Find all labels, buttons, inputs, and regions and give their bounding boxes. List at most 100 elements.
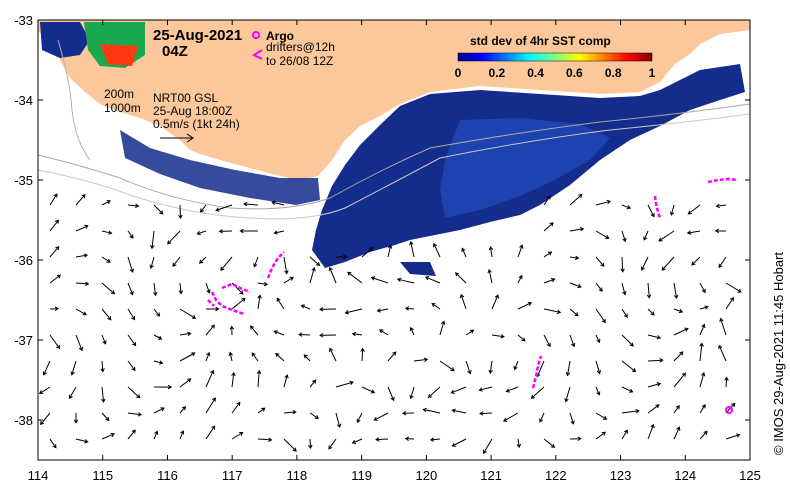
current-arrow xyxy=(231,371,236,388)
current-arrow xyxy=(229,325,235,336)
current-arrow xyxy=(179,406,187,414)
current-arrow xyxy=(375,437,389,442)
current-arrow xyxy=(256,369,262,388)
drifter-legend-line1: drifters@12h xyxy=(266,40,335,54)
current-arrow xyxy=(276,297,285,310)
current-arrow xyxy=(205,425,216,440)
product-time-label: 25-Aug 18:00Z xyxy=(153,104,232,118)
current-arrow xyxy=(283,256,289,275)
current-arrow xyxy=(298,332,311,337)
current-arrow xyxy=(669,204,675,216)
current-arrow xyxy=(647,204,655,218)
current-arrow xyxy=(647,308,655,316)
current-arrow xyxy=(404,436,415,442)
current-arrow xyxy=(569,334,576,348)
current-arrow xyxy=(172,256,181,267)
current-arrow xyxy=(569,227,585,232)
current-arrow xyxy=(646,282,652,299)
current-arrow xyxy=(431,303,441,310)
current-arrow xyxy=(569,282,582,289)
current-arrow xyxy=(673,372,687,388)
current-arrow xyxy=(488,245,494,258)
current-arrow xyxy=(153,430,159,440)
current-arrow xyxy=(49,245,60,258)
current-arrow xyxy=(243,201,259,207)
current-arrow xyxy=(569,436,582,442)
current-arrow xyxy=(283,276,294,284)
current-arrow xyxy=(309,256,321,267)
sst-patch-shelf xyxy=(120,130,320,205)
current-arrow xyxy=(461,247,467,258)
current-arrow xyxy=(539,412,545,423)
current-arrow xyxy=(422,407,441,414)
current-arrow xyxy=(621,386,634,393)
current-arrow xyxy=(127,429,136,440)
current-arrow xyxy=(409,326,415,336)
current-arrow xyxy=(450,386,467,394)
current-arrow xyxy=(595,308,606,324)
current-arrow xyxy=(699,305,709,310)
current-arrow xyxy=(49,193,58,206)
west-coast-contour xyxy=(57,39,91,161)
current-arrow xyxy=(691,256,701,266)
current-arrow xyxy=(309,266,316,284)
current-arrow xyxy=(167,230,181,245)
map-date: 25-Aug-2021 xyxy=(153,27,242,44)
current-arrow xyxy=(455,272,467,284)
current-arrow xyxy=(127,334,137,347)
current-arrow xyxy=(75,438,89,444)
current-arrow xyxy=(351,438,363,444)
current-arrow xyxy=(465,329,475,336)
current-arrow xyxy=(328,266,337,284)
current-arrow xyxy=(153,308,161,317)
current-arrow xyxy=(595,334,601,344)
current-arrow xyxy=(196,230,207,236)
current-arrow xyxy=(673,351,684,362)
current-arrow xyxy=(257,281,269,287)
current-arrow xyxy=(451,408,467,414)
current-arrow xyxy=(38,386,51,394)
current-arrow xyxy=(687,204,701,215)
colorbar-tick-label: 0.8 xyxy=(605,66,622,80)
current-arrow xyxy=(621,308,628,318)
current-arrow xyxy=(335,254,348,260)
current-arrow xyxy=(75,224,89,232)
current-arrow xyxy=(127,360,136,372)
contour-1000m xyxy=(37,113,751,220)
current-arrow xyxy=(309,379,317,388)
plot-frame xyxy=(37,19,751,461)
current-arrow xyxy=(205,397,216,414)
current-arrow xyxy=(215,204,233,212)
y-tick-label: -36 xyxy=(14,253,33,268)
current-arrow xyxy=(404,306,415,311)
current-arrow xyxy=(564,386,571,403)
current-arrow xyxy=(699,342,704,362)
current-arrow xyxy=(347,271,363,284)
y-tick-label: -35 xyxy=(14,173,33,188)
current-arrow xyxy=(179,331,192,336)
current-arrow xyxy=(329,347,337,362)
current-arrow xyxy=(150,230,155,250)
current-arrow xyxy=(70,360,77,376)
current-arrow xyxy=(595,360,601,375)
x-tick-label: 120 xyxy=(416,468,438,483)
vector-scale-arrow xyxy=(160,133,194,143)
current-arrow xyxy=(319,333,337,338)
current-arrow xyxy=(251,352,259,362)
current-arrow xyxy=(253,256,259,268)
current-arrow xyxy=(275,352,285,362)
current-arrow xyxy=(370,276,389,284)
current-arrow xyxy=(271,200,285,206)
current-arrow xyxy=(49,438,57,449)
current-arrow xyxy=(328,438,337,450)
current-arrow xyxy=(218,229,233,234)
current-arrow xyxy=(491,294,499,310)
current-arrow xyxy=(401,410,415,416)
current-arrow xyxy=(595,199,612,206)
current-arrow xyxy=(516,438,522,449)
current-arrow xyxy=(595,412,608,420)
current-arrow xyxy=(719,317,727,336)
current-arrow xyxy=(620,256,625,273)
current-arrow xyxy=(387,386,395,402)
